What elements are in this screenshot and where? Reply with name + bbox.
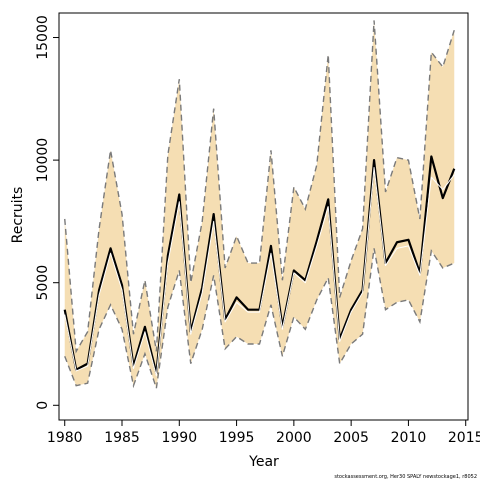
upper-bound-line (64, 20, 455, 354)
y-axis-title: Recruits (10, 187, 26, 244)
median-line (64, 166, 455, 377)
lower-bound-line (64, 248, 455, 389)
x-tick-label-1990: 1990 (161, 430, 197, 446)
x-tick-label-2010: 2010 (391, 430, 427, 446)
x-tick-label-1985: 1985 (104, 430, 140, 446)
confidence-band (64, 20, 455, 389)
x-tick-label-2000: 2000 (276, 430, 312, 446)
x-tick-label-2005: 2005 (333, 430, 369, 446)
x-tick-label-1980: 1980 (47, 430, 83, 446)
y-tick-label-0: 0 (35, 401, 51, 410)
y-tick-label-15000: 15000 (35, 15, 51, 60)
y-tick-label-5000: 5000 (35, 265, 51, 301)
x-tick-label-1995: 1995 (219, 430, 255, 446)
footnote-caption: stockassessment.org, Her30 SPALY newstoc… (334, 474, 477, 480)
x-axis-title: Year (248, 454, 279, 470)
y-tick-label-10000: 10000 (35, 138, 51, 183)
plot-frame (58, 12, 469, 421)
x-tick-label-2015: 2015 (448, 430, 480, 446)
